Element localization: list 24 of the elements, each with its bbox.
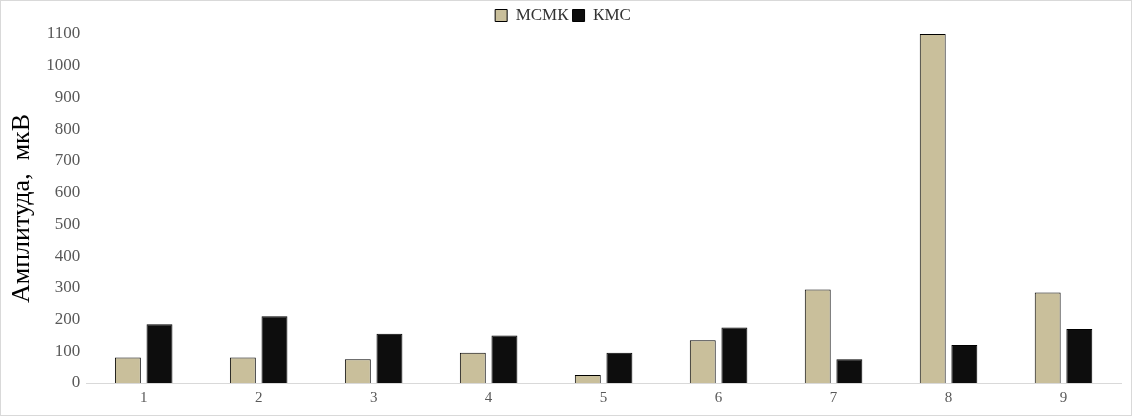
x-tick-label: 7 — [829, 388, 838, 405]
y-tick-label: 500 — [54, 213, 81, 233]
y-tick-label: 900 — [54, 86, 81, 106]
x-tick-label: 2 — [254, 388, 263, 405]
y-tick-label: 100 — [54, 340, 81, 360]
x-tick-label: 3 — [369, 388, 378, 405]
legend-label: МСМК — [515, 4, 570, 24]
y-tick-label: 300 — [54, 277, 81, 297]
y-tick-label: 1100 — [46, 23, 81, 43]
x-tick-label: 6 — [714, 388, 723, 405]
y-tick-label: 200 — [54, 309, 81, 329]
y-tick-label: 600 — [54, 182, 81, 202]
x-tick-label: 1 — [139, 388, 148, 405]
y-tick-label: 400 — [54, 245, 81, 265]
y-tick-label: 1000 — [46, 55, 81, 75]
y-axis-title: Амплитуда, мкВ — [6, 113, 36, 304]
y-tick-label: 700 — [54, 150, 81, 170]
x-tick-label: 5 — [599, 388, 608, 405]
x-tick-label: 4 — [484, 388, 493, 405]
y-tick-label: 0 — [71, 372, 81, 392]
x-tick-label: 8 — [944, 388, 953, 405]
y-tick-label: 800 — [54, 118, 81, 138]
x-tick-label: 9 — [1059, 388, 1068, 405]
legend-label: КМС — [593, 4, 631, 24]
